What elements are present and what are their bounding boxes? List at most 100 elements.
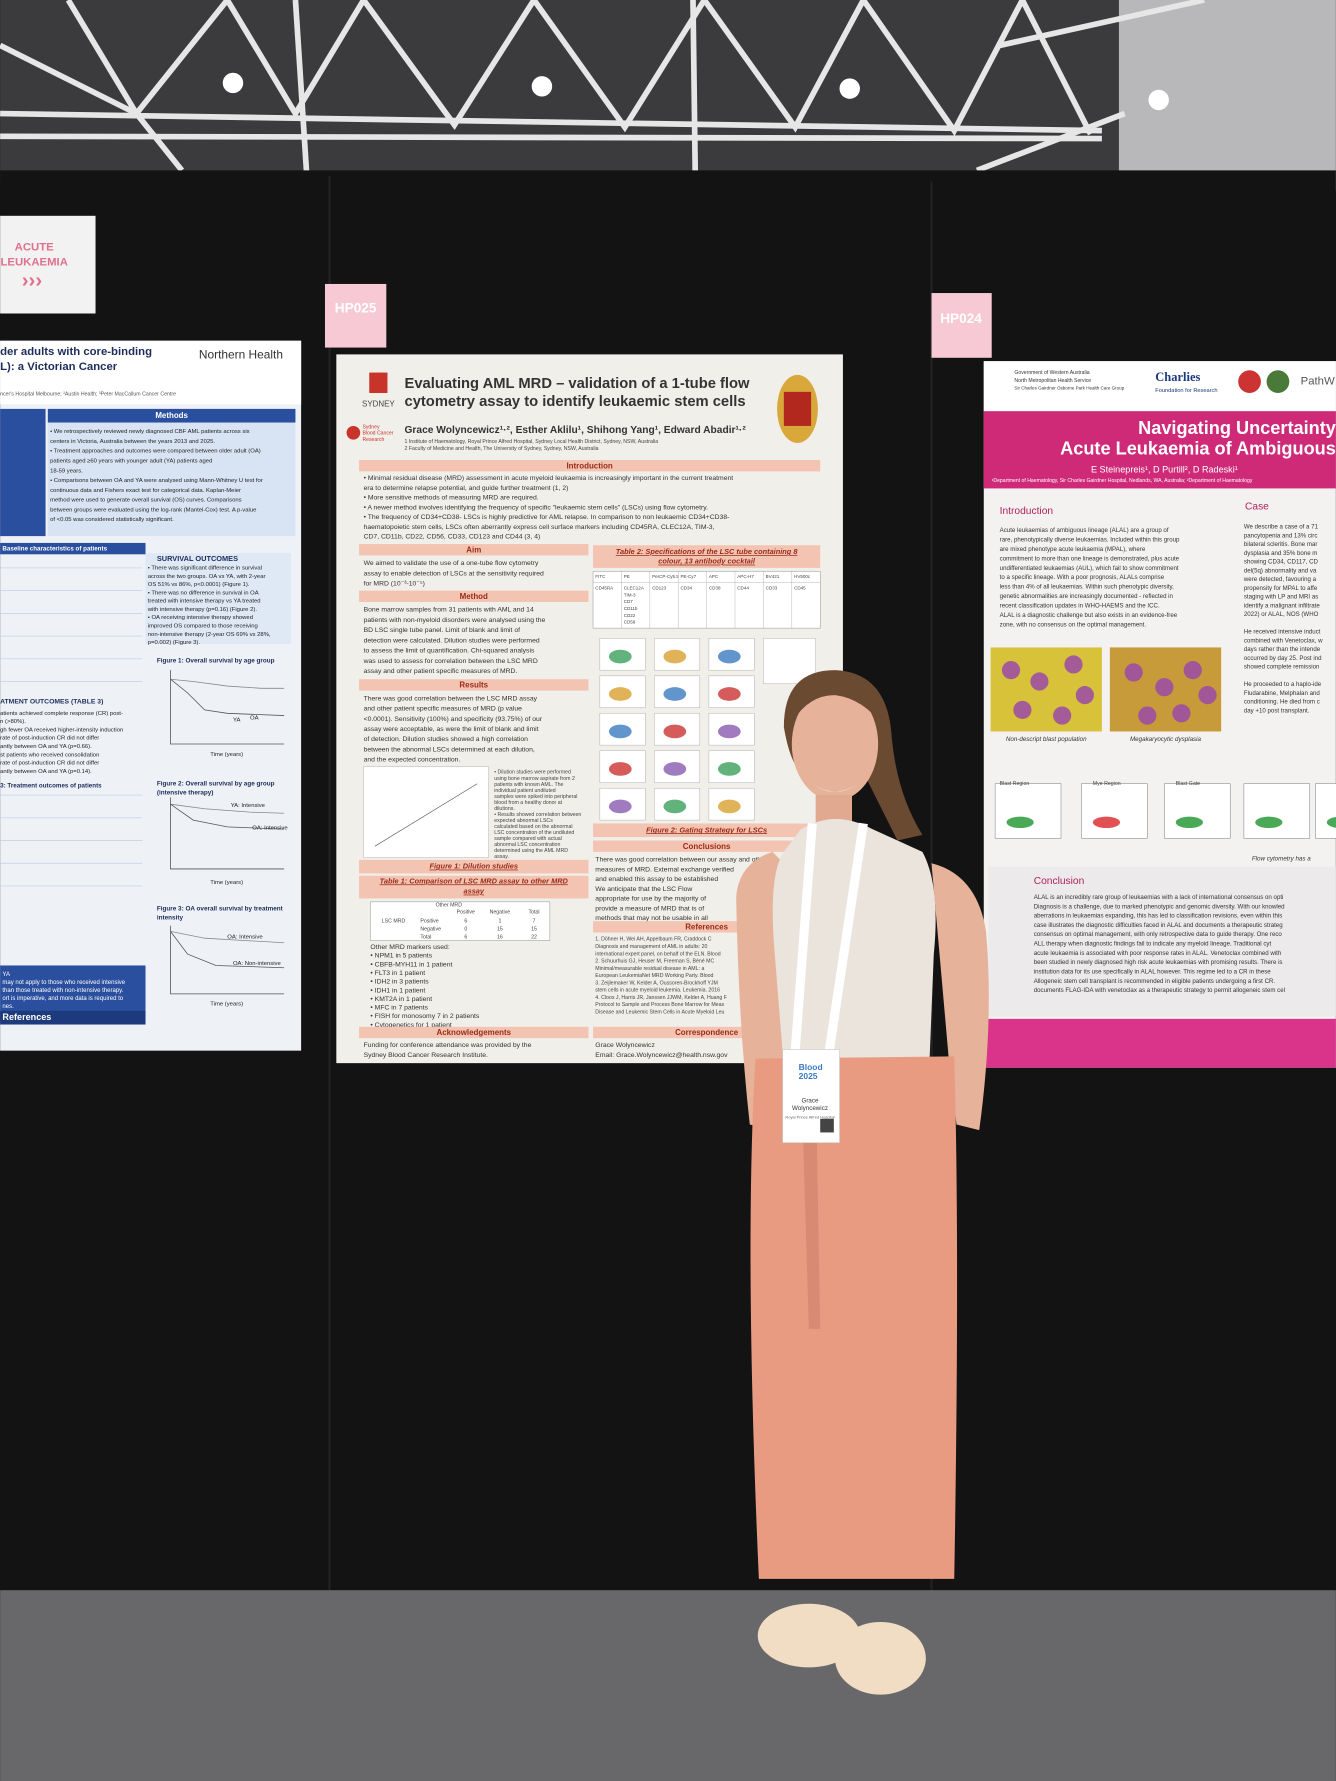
text-line: method were used to generate overall sur…	[50, 498, 242, 504]
text-line: Research	[362, 437, 384, 443]
text-line: 2 Faculty of Medicine and Health, The Un…	[404, 446, 598, 452]
table-cell: BV421	[766, 574, 780, 579]
flow-plot	[1081, 783, 1148, 839]
text-line: may not apply to those who received inte…	[2, 980, 125, 986]
person	[736, 670, 989, 1695]
table-cell: 15	[497, 926, 503, 932]
logo-text: Government of Western Australia	[1014, 370, 1089, 376]
text-line: across the two groups. OA vs YA, with 2-…	[148, 574, 266, 580]
text-line: Diagnosis is a challenge, due to marked …	[1034, 903, 1285, 910]
org-logo: Northern Health	[199, 348, 283, 362]
figure-caption: intensity	[157, 914, 184, 921]
logo	[1238, 370, 1261, 394]
board-number	[931, 293, 992, 358]
table-cell: CLEC12A	[624, 586, 645, 591]
section-bar	[359, 460, 821, 472]
section-heading: References	[685, 923, 728, 932]
text-line: patients aged ≥60 years with younger adu…	[50, 458, 212, 464]
truss	[0, 0, 1205, 177]
text-line: 1. Döhner H, Wei AH, Appelbaum FR, Cradd…	[595, 937, 711, 943]
gating-cluster	[663, 799, 687, 814]
section-bar	[359, 679, 589, 691]
category-sign	[0, 215, 96, 314]
text-line: appropriate for use by the majority of	[595, 896, 706, 903]
section-heading: Aim	[466, 545, 481, 554]
poster-section: Acknowledgements Funding for conference a…	[359, 1026, 589, 1059]
figure-caption: (intensive therapy)	[157, 790, 214, 797]
cell	[1172, 704, 1191, 723]
section-bar	[593, 1026, 821, 1039]
table-bar	[0, 542, 146, 555]
axis-label: Time (years)	[210, 1002, 243, 1008]
text-line: measures of MRD. External exchange verif…	[595, 866, 734, 873]
cell	[1124, 663, 1143, 682]
baseline-table	[0, 567, 143, 682]
conclusion-box	[988, 866, 1336, 1017]
text-line: LSC concentration of the undiluted	[494, 830, 574, 836]
text-line: He proceeded to a haplo-ide	[1244, 681, 1322, 688]
text-line: • A newer method involves identifying th…	[364, 504, 709, 511]
text-line: provide a measure of MRD that is of	[595, 905, 704, 912]
text-line: propensity for MPAL to affe	[1244, 585, 1318, 592]
institute-logo	[346, 425, 361, 440]
text-line: blood from a healthy donor at	[494, 800, 562, 806]
figure-caption: Figure 1: Dilution studies	[430, 862, 519, 871]
text-line: • There was no difference in survival in…	[148, 590, 259, 596]
affiliation: ncer's Hospital Melbourne; ²Austin Healt…	[0, 392, 176, 398]
text-block: der adults with core-binding L): a Victor…	[0, 346, 152, 373]
text-line: centers in Victoria, Australia between t…	[50, 439, 215, 445]
text-line: He received intensive induct	[1244, 629, 1321, 636]
section-heading: Case	[1245, 501, 1269, 512]
table-cell: CD123	[652, 586, 667, 591]
text-line: are mixed phenotype acute leukaemia (MPA…	[1000, 546, 1146, 553]
text-line: with intensive therapy (p=0.16) (Figure …	[147, 607, 258, 613]
text-line: methods that may not be usable in all	[595, 915, 708, 922]
text-block: Table 1: Comparison of LSC MRD assay to …	[380, 876, 569, 895]
text-block: • There was significant difference in su…	[147, 565, 271, 646]
plot-label: Blast Region	[1000, 781, 1030, 787]
text-line: colour, 13 antibody cocktail	[658, 557, 756, 566]
text-line: • FLT3 in 1 patient	[370, 970, 425, 977]
table-cell: CD7	[624, 599, 634, 604]
text-line: • KMT2A in 1 patient	[370, 996, 432, 1003]
table-cell: 6	[464, 919, 467, 925]
references-heading: References	[2, 1012, 51, 1022]
flow-cluster	[1326, 816, 1336, 828]
text-line: der adults with core-binding	[0, 346, 152, 358]
text-line: ALAL is an incredibly rare group of leuk…	[1034, 894, 1284, 901]
university-crest	[369, 372, 388, 394]
text-line: zone, with no consensus on the optimal m…	[1000, 621, 1147, 628]
text-line: atients achieved complete response (CR) …	[0, 711, 123, 717]
text-line: patients with known AML. The	[494, 782, 563, 788]
text-line: We describe a case of a 71	[1244, 524, 1319, 531]
text-line: and the expected concentration.	[364, 757, 461, 764]
table-cell: 16	[497, 934, 503, 940]
text-line: showing CD34, CD117, CD	[1244, 559, 1319, 566]
text-line: commitment to more than one lineage is d…	[1000, 555, 1180, 562]
table-cell: Positive	[457, 909, 475, 915]
poster-section: Method Bone marrow samples from 31 patien…	[359, 590, 589, 675]
text-line: gh fewer OA received higher-intensity in…	[0, 727, 123, 733]
table-cell: FITC	[595, 574, 606, 579]
text-line: assay to enable detection of LSCs at the…	[364, 570, 544, 577]
poster-section: References 1. Döhner H, Wei AH, Appelbaum…	[593, 921, 821, 1015]
table-cell: 6	[464, 934, 467, 940]
text-line: to assess the limit of quantification. C…	[364, 648, 535, 655]
text-line: to a specific lineage. With a poor progn…	[1000, 574, 1165, 581]
survival-heading: SURVIVAL OUTCOMES	[157, 554, 238, 563]
survival-plots	[170, 670, 285, 995]
text-line: st patients who received consolidation	[0, 752, 99, 758]
flow-plot	[1315, 783, 1336, 839]
table-cell: APC	[709, 574, 719, 579]
gating-cluster	[663, 724, 687, 739]
text-line: • IDH2 in 3 patients	[370, 979, 429, 986]
text-block: 1 Institute of Haematology, Royal Prince…	[404, 439, 658, 452]
gating-cluster	[717, 724, 741, 739]
table-cell: CD33	[766, 586, 778, 591]
poster-section: Aim We aimed to validate the use of a one…	[359, 544, 589, 588]
cell	[1155, 678, 1174, 697]
text-line: stem cells in acute myeloid leukemia. Le…	[595, 988, 720, 994]
footer-band	[983, 1018, 1336, 1068]
cell-dots	[1001, 655, 1217, 725]
text-line: less than 4% of all leukaemias. Within s…	[1000, 584, 1174, 591]
